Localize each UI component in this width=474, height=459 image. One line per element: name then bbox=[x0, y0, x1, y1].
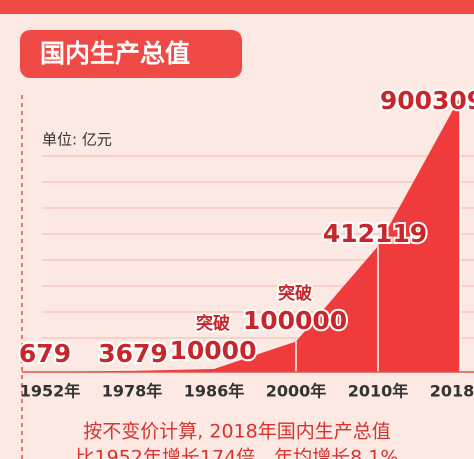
x-tick-label: 1978年 bbox=[102, 382, 163, 401]
x-tick-label: 1986年 bbox=[184, 382, 245, 401]
annotation: 突破 bbox=[196, 313, 230, 334]
x-tick-label: 2018年 bbox=[430, 382, 474, 401]
footnote: 比1952年增长174倍，年均增长8.1% bbox=[76, 447, 399, 459]
data-label: 412119 bbox=[323, 219, 427, 248]
unit-label: 单位: 亿元 bbox=[42, 131, 112, 149]
x-tick-label: 2010年 bbox=[348, 382, 409, 401]
data-label: 900309 bbox=[380, 86, 474, 115]
top-band bbox=[0, 0, 474, 14]
data-label: 10000 bbox=[170, 336, 257, 365]
x-tick-label: 1952年 bbox=[20, 382, 81, 401]
area bbox=[22, 97, 460, 373]
data-label: 100000 bbox=[243, 306, 347, 335]
data-label: 3679 bbox=[98, 339, 168, 368]
x-tick-label: 2000年 bbox=[266, 382, 327, 401]
chart-title: 国内生产总值 bbox=[40, 39, 190, 68]
title-box bbox=[20, 30, 242, 78]
data-label: 679 bbox=[19, 339, 71, 368]
footnote: 按不变价计算, 2018年国内生产总值 bbox=[83, 421, 390, 443]
annotation: 突破 bbox=[278, 283, 312, 304]
